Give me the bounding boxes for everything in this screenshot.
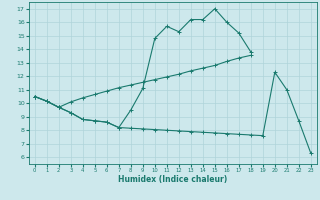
X-axis label: Humidex (Indice chaleur): Humidex (Indice chaleur) <box>118 175 228 184</box>
